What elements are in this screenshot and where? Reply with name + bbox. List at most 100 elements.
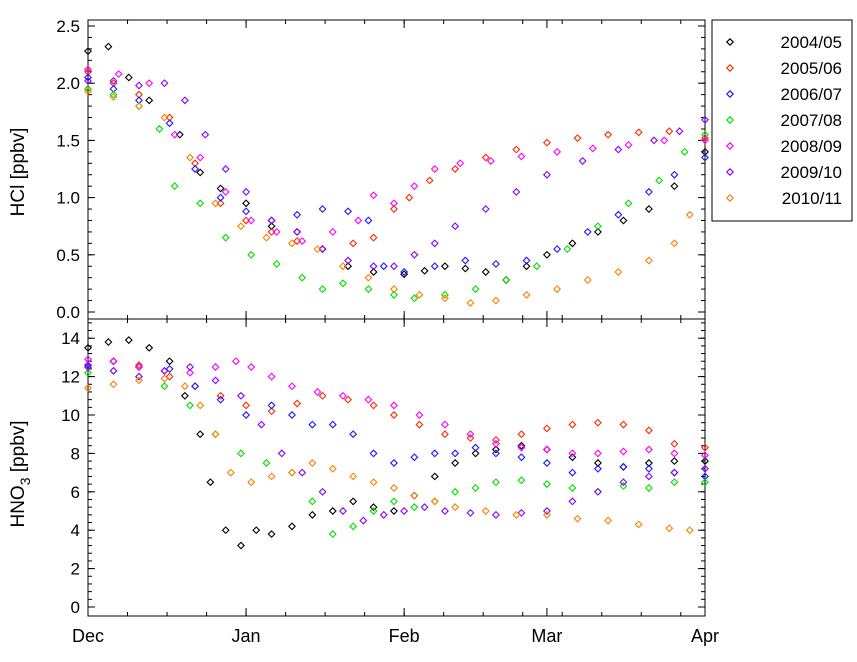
data-point [242, 199, 251, 208]
data-point [481, 153, 490, 162]
data-point [328, 420, 337, 429]
legend-marker [725, 141, 735, 151]
data-point [242, 207, 251, 216]
data-point [186, 153, 194, 162]
data-point [389, 497, 398, 506]
data-point [389, 199, 398, 208]
data-point [211, 430, 220, 439]
data-point [221, 165, 230, 173]
data-point [440, 290, 449, 299]
y-tick-label: 14 [61, 329, 80, 348]
data-point [701, 464, 709, 473]
data-point [216, 391, 225, 400]
data-point [644, 426, 653, 435]
data-point [389, 459, 398, 467]
data-point [354, 216, 363, 225]
data-point [685, 210, 694, 219]
data-point [298, 273, 307, 282]
data-point [221, 233, 230, 242]
data-point [262, 233, 271, 242]
data-point [532, 262, 541, 271]
data-point [670, 439, 679, 448]
data-point [680, 147, 689, 156]
data-point [349, 472, 358, 481]
data-point [634, 128, 643, 137]
data-point [517, 508, 526, 517]
data-point [84, 361, 92, 370]
data-point [415, 290, 424, 299]
data-point [389, 401, 398, 410]
data-point [216, 193, 225, 202]
data-point [517, 441, 526, 450]
legend-marker [725, 63, 735, 73]
y-tick-label: 1.0 [56, 189, 80, 208]
y-tick-label: 0.0 [56, 303, 80, 322]
data-point [84, 368, 92, 377]
data-point [461, 256, 470, 265]
data-point [619, 478, 628, 487]
data-point [257, 420, 266, 429]
data-point [644, 445, 653, 454]
data-point [104, 42, 113, 51]
data-point [517, 476, 526, 485]
data-point [109, 366, 118, 375]
data-point [614, 145, 623, 154]
data-point [522, 290, 531, 299]
y-tick-label: 2.5 [56, 17, 80, 36]
data-point [701, 478, 709, 487]
data-point [430, 239, 439, 248]
data-point [701, 451, 709, 460]
data-point [553, 245, 562, 254]
data-point [236, 391, 245, 400]
data-point [135, 361, 143, 370]
data-point [568, 239, 577, 248]
data-point [84, 343, 92, 352]
data-point [553, 147, 562, 156]
data-point [364, 216, 373, 225]
data-point [542, 507, 551, 515]
legend: 2004/05 2005/06 2006/07 2007/08 2008/09 2009/… [711, 19, 853, 222]
panel-hcl-points [84, 42, 709, 307]
x-tick-label: Feb [389, 626, 420, 646]
data-point [369, 267, 378, 276]
data-point [701, 115, 709, 124]
data-point [451, 487, 460, 496]
data-point [109, 357, 118, 366]
panel-hno3-points [84, 336, 709, 550]
data-point [267, 372, 276, 381]
data-point [593, 487, 602, 496]
legend-label: 2009/10 [781, 163, 842, 182]
data-point [389, 205, 398, 214]
data-point [568, 497, 577, 506]
x-tick-label: Mar [531, 626, 562, 646]
data-point [430, 165, 439, 173]
data-point [614, 267, 623, 276]
data-point [252, 526, 261, 535]
data-point [226, 468, 235, 477]
data-point [491, 445, 500, 454]
data-point [542, 170, 551, 179]
data-point [430, 472, 439, 481]
data-point [287, 468, 296, 477]
data-point [160, 382, 169, 391]
data-point [298, 468, 307, 477]
data-point [124, 336, 133, 345]
data-point [135, 376, 143, 385]
panel-hno3-ylabel: HNO3 [ppbv] [8, 420, 33, 527]
data-point [109, 76, 118, 85]
data-point [619, 462, 628, 471]
legend-items: 2004/05 2005/06 2006/07 2007/08 2008/09 2009/… [725, 33, 842, 208]
data-point [170, 182, 179, 191]
data-point [588, 144, 597, 153]
data-point [542, 424, 551, 433]
y-tick-label: 4 [71, 521, 80, 540]
data-point [542, 250, 551, 259]
data-point [655, 176, 664, 185]
data-point [665, 524, 674, 533]
data-point [267, 407, 276, 416]
data-point [186, 401, 194, 410]
data-point [165, 119, 174, 128]
data-point [542, 480, 551, 489]
data-point [593, 222, 602, 231]
